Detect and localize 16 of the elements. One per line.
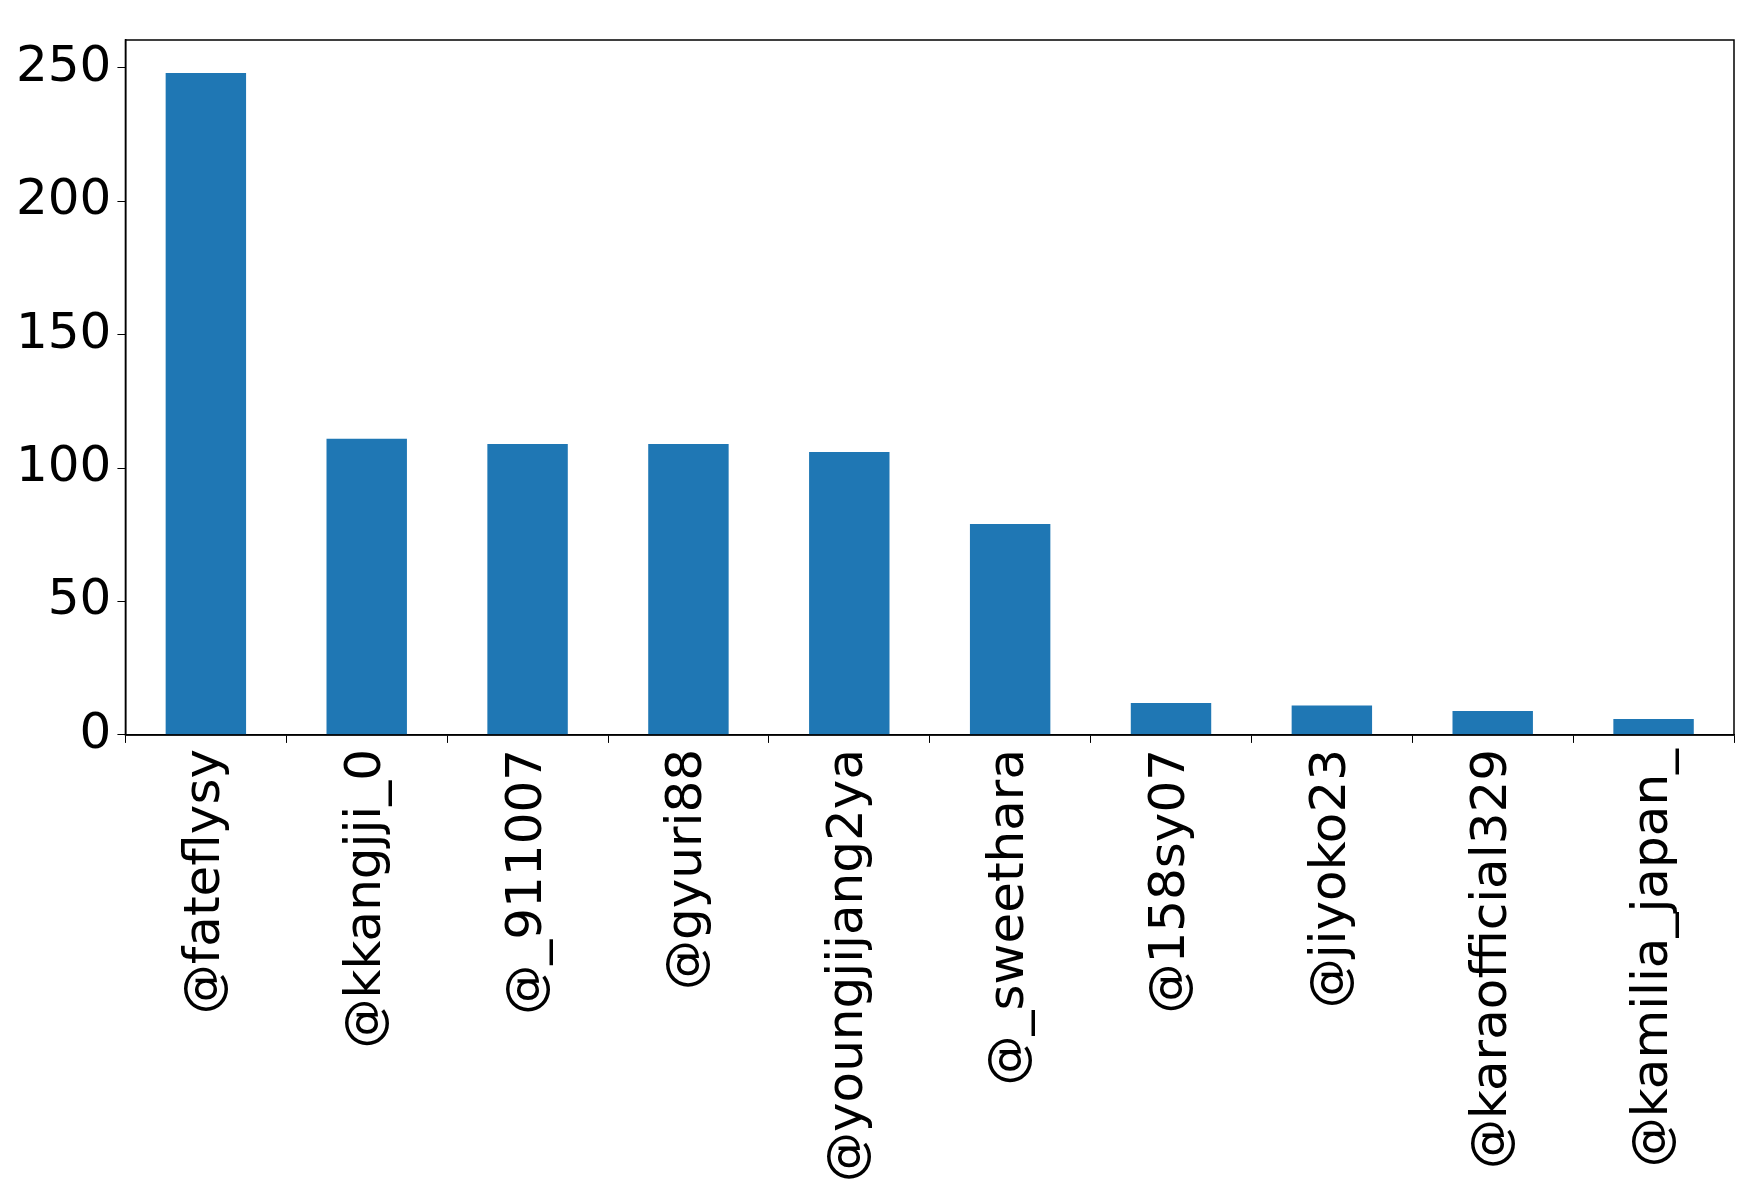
y-tick-label: 250: [16, 34, 112, 93]
x-tick-label: @jiyoko23: [1298, 748, 1357, 1009]
x-tick-label: @_sweethara: [977, 748, 1036, 1086]
y-tick-label: 50: [47, 568, 112, 627]
y-tick-label: 0: [79, 701, 112, 760]
x-tick-label: @gyuri88: [655, 748, 714, 991]
y-tick-label: 100: [16, 435, 112, 494]
x-tick-label: @_911007: [494, 748, 553, 1015]
x-tick-label: @fateflysy: [172, 748, 231, 1015]
x-tick-label: @158sy07: [1137, 748, 1196, 1014]
x-tick-label: @youngjijang2ya: [816, 748, 875, 1183]
y-tick-label: 150: [16, 301, 112, 360]
x-tick-label: @karaofficial329: [1459, 748, 1518, 1170]
x-tick-label: @kamilia_japan_: [1620, 747, 1679, 1168]
x-tick-label: @kkangjji_0: [333, 748, 392, 1049]
y-tick-label: 200: [16, 168, 112, 227]
